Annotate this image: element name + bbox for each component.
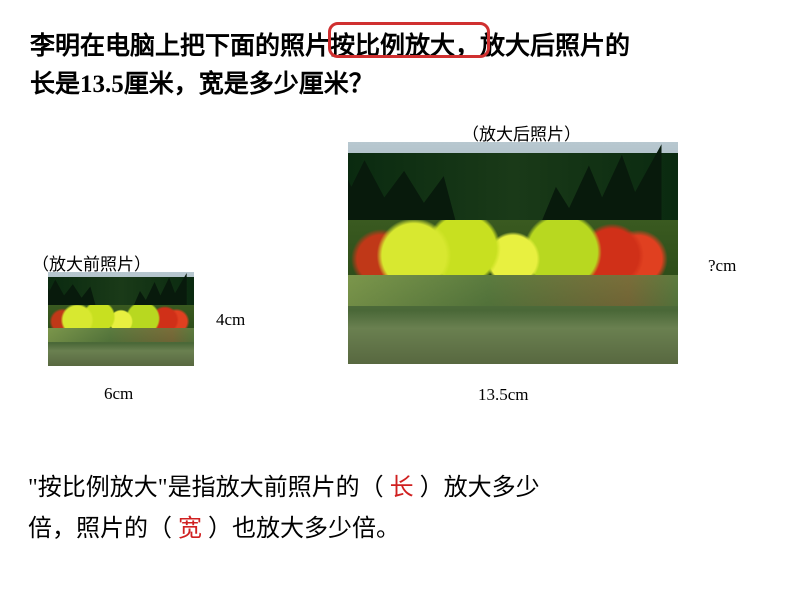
scene-water	[48, 328, 194, 366]
label-small-height: 4cm	[216, 310, 245, 330]
label-large-height: ?cm	[708, 256, 736, 276]
explain-seg1: "按比例放大"是指放大前照片的（	[28, 475, 390, 501]
explain-seg4: ）也放大多少倍。	[202, 516, 400, 542]
explain-seg2: ）放大多少	[414, 475, 540, 501]
photo-before	[48, 272, 194, 366]
highlight-box	[328, 22, 490, 58]
label-large-width: 13.5cm	[478, 385, 529, 405]
photo-after	[348, 142, 678, 364]
explain-red1: 长	[390, 475, 414, 501]
explain-seg3: 倍，照片的（	[28, 516, 178, 542]
scene-water	[348, 275, 678, 364]
question-line2: 长是13.5厘米，宽是多少厘米？	[30, 71, 374, 98]
explanation-text: "按比例放大"是指放大前照片的（ 长 ）放大多少 倍，照片的（ 宽 ）也放大多少…	[28, 468, 754, 550]
explain-red2: 宽	[178, 516, 202, 542]
label-small-width: 6cm	[104, 384, 133, 404]
